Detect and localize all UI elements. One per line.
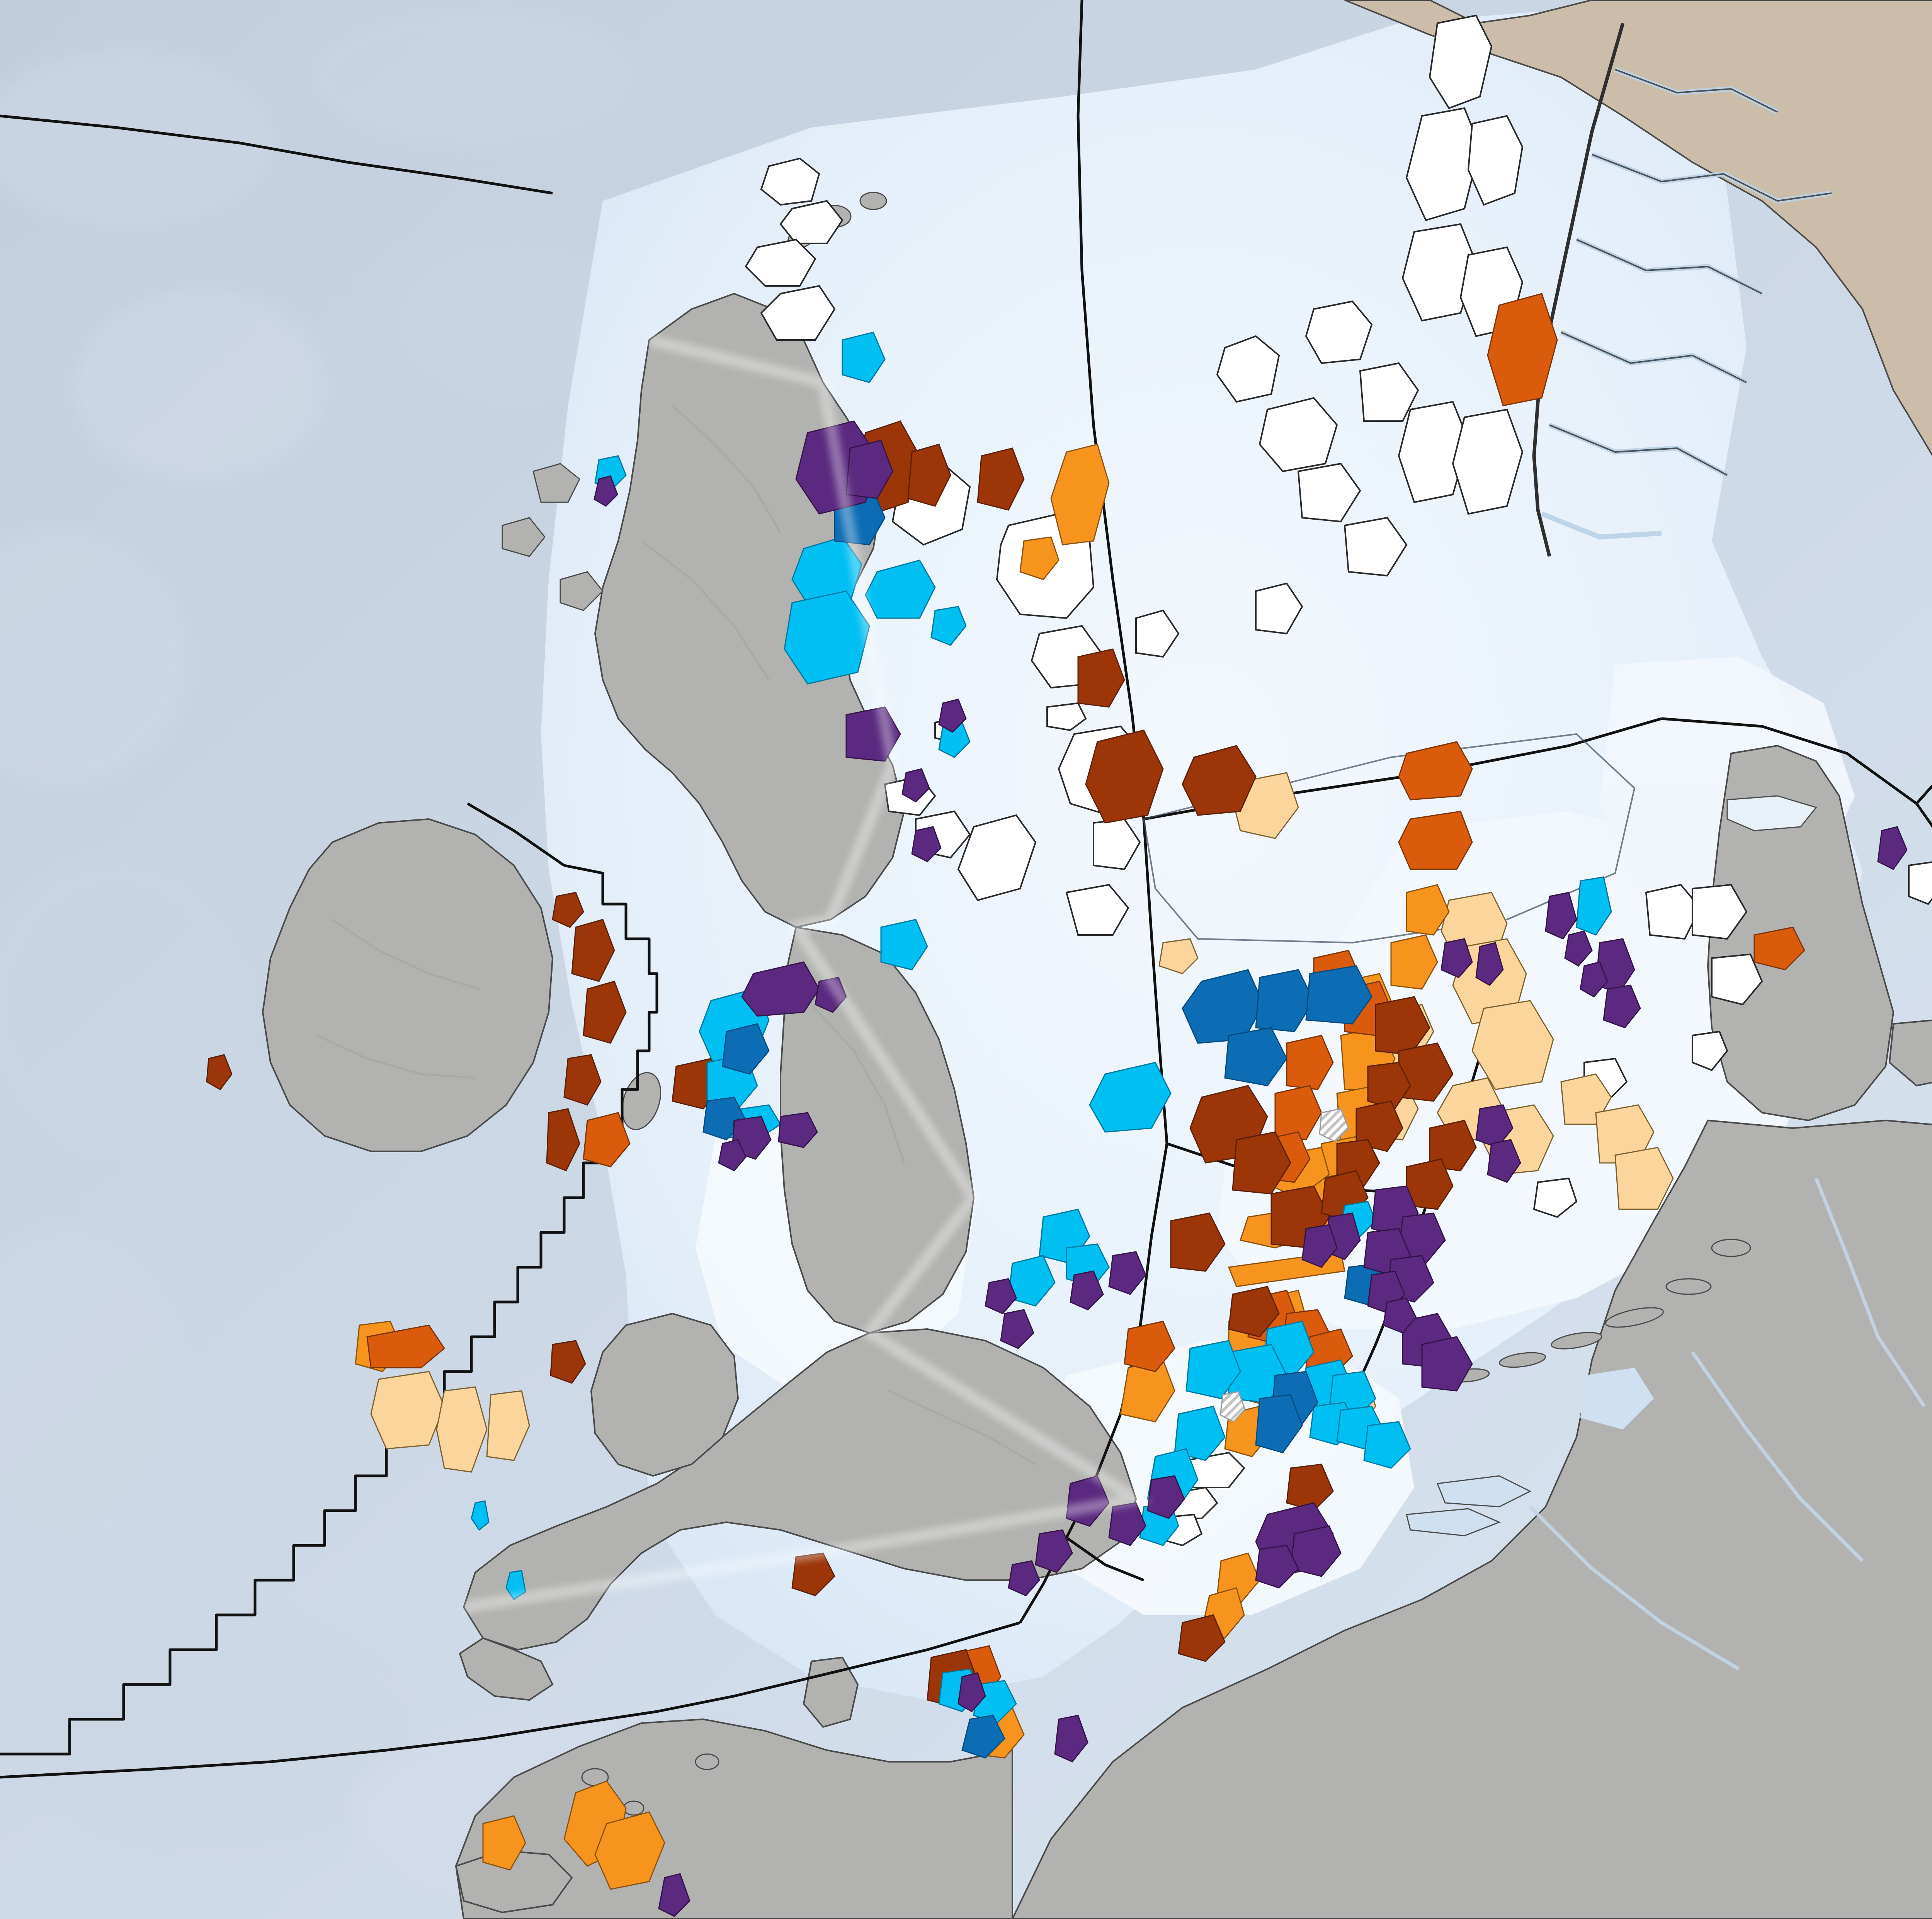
land-france: [455, 1656, 1013, 1919]
land-denmark: [1707, 744, 1932, 1122]
owf-decommissioned-group[interactable]: [1219, 1108, 1349, 1423]
land-great-britain: [459, 192, 1137, 1701]
owf-approved-group[interactable]: [471, 331, 1612, 1724]
owf-operation-group[interactable]: [594, 420, 1908, 1917]
land-norway: [1344, 0, 1932, 557]
land-continent: [1011, 1119, 1932, 1919]
coast-halo: [463, 334, 1152, 1613]
land-ireland: [262, 818, 554, 1152]
